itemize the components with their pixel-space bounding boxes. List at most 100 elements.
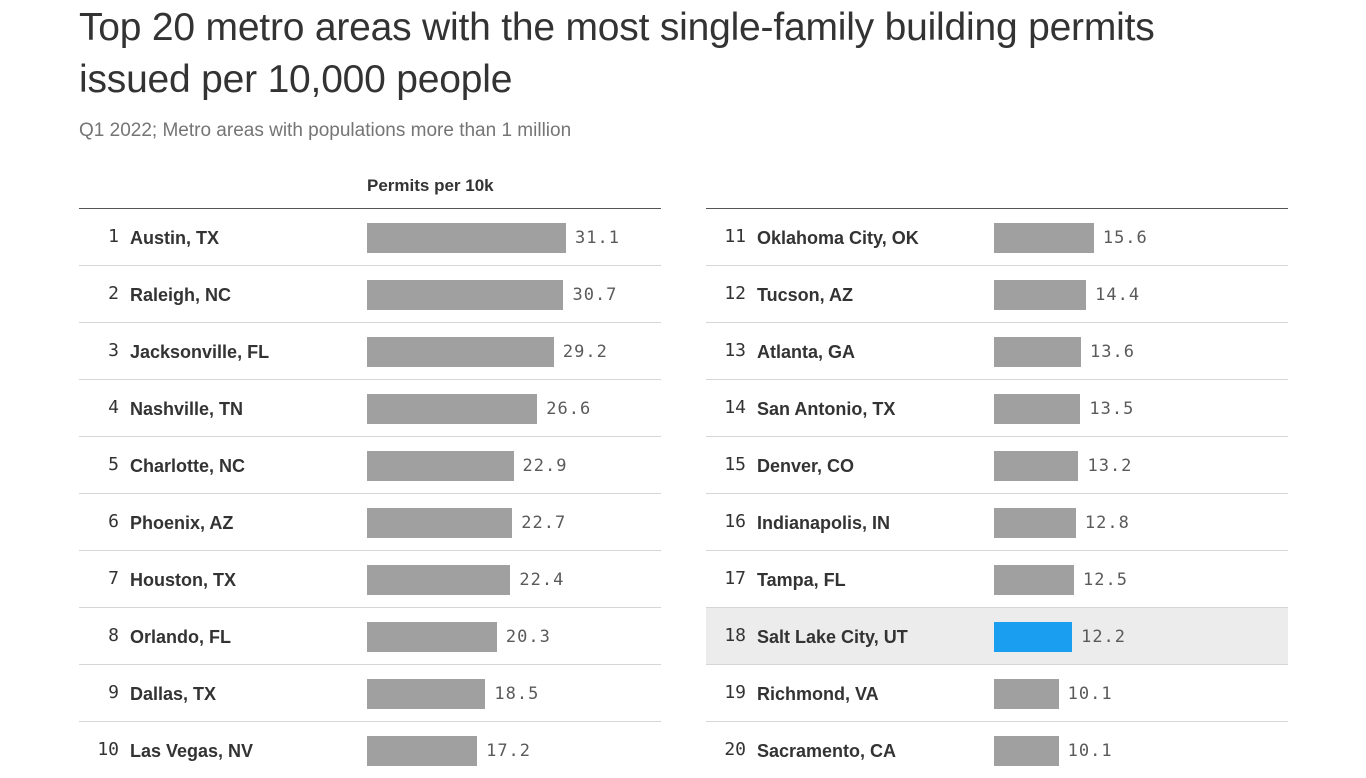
bar <box>994 508 1076 538</box>
row-rank: 6 <box>108 511 119 532</box>
row-rank: 1 <box>108 226 119 247</box>
bar <box>994 565 1074 595</box>
bar-value-label: 13.2 <box>1087 456 1133 476</box>
bar-value-label: 13.5 <box>1089 399 1135 419</box>
table-row: 19 Richmond, VA 10.1 <box>706 665 1288 722</box>
bar-value-label: 10.1 <box>1067 741 1113 761</box>
row-rank: 20 <box>724 739 746 760</box>
row-rank: 4 <box>108 397 119 418</box>
bar-value-label: 17.2 <box>486 741 532 761</box>
bar <box>994 736 1059 766</box>
bar <box>994 679 1059 709</box>
bar <box>994 223 1094 253</box>
table-row: 11 Oklahoma City, OK 15.6 <box>706 209 1288 266</box>
bar-value-label: 10.1 <box>1067 684 1113 704</box>
row-metro-name: Nashville, TN <box>130 399 244 419</box>
chart-subtitle: Q1 2022; Metro areas with populations mo… <box>79 120 572 141</box>
row-rank: 15 <box>724 454 746 475</box>
bar <box>367 223 567 253</box>
row-metro-name: San Antonio, TX <box>757 399 896 419</box>
table-row: 8 Orlando, FL 20.3 <box>79 608 661 665</box>
row-rank: 16 <box>724 511 746 532</box>
table-row: 15 Denver, CO 13.2 <box>706 437 1288 494</box>
row-rank: 7 <box>108 568 119 589</box>
row-rank: 17 <box>724 568 746 589</box>
row-rank: 19 <box>724 682 746 703</box>
row-metro-name: Raleigh, NC <box>130 285 232 305</box>
bar <box>367 394 538 424</box>
bar-value-label: 31.1 <box>575 228 620 248</box>
table-row: 20 Sacramento, CA 10.1 <box>706 722 1288 778</box>
row-rank: 12 <box>724 283 746 304</box>
row-metro-name: Charlotte, NC <box>130 456 246 476</box>
table-row: 18 Salt Lake City, UT 12.2 <box>706 608 1288 665</box>
table-panel-left: 1 Austin, TX 31.1 2 Raleigh, NC 30.7 3 Jacksonv… <box>79 208 661 778</box>
bar-value-label: 26.6 <box>546 399 592 419</box>
bar <box>367 508 513 538</box>
bar-value-label: 22.9 <box>522 456 568 476</box>
row-rank: 2 <box>108 283 119 304</box>
row-metro-name: Houston, TX <box>130 570 236 590</box>
row-metro-name: Jacksonville, FL <box>130 342 270 362</box>
chart-title: Top 20 metro areas with the most single-… <box>79 6 1155 101</box>
row-metro-name: Orlando, FL <box>130 627 231 647</box>
bar-value-label: 15.6 <box>1102 228 1148 248</box>
table-row: 12 Tucson, AZ 14.4 <box>706 266 1288 323</box>
row-metro-name: Las Vegas, NV <box>130 741 254 761</box>
table-row: 17 Tampa, FL 12.5 <box>706 551 1288 608</box>
row-metro-name: Salt Lake City, UT <box>757 627 908 647</box>
row-metro-name: Phoenix, AZ <box>130 513 234 533</box>
bar <box>367 451 514 481</box>
bar <box>367 565 511 595</box>
row-rank: 3 <box>108 340 119 361</box>
bar-value-label: 14.4 <box>1095 285 1141 305</box>
row-metro-name: Sacramento, CA <box>757 741 897 761</box>
row-rank: 8 <box>108 625 119 646</box>
bar-value-label: 22.7 <box>521 513 567 533</box>
bar <box>994 394 1081 424</box>
column-header: Permits per 10k <box>367 176 494 195</box>
bar <box>367 337 554 367</box>
bar-value-label: 20.3 <box>505 627 551 647</box>
table-row: 5 Charlotte, NC 22.9 <box>79 437 661 494</box>
bar-value-label: 12.2 <box>1081 627 1127 647</box>
bar <box>994 337 1082 367</box>
bar-value-label: 12.5 <box>1083 570 1128 590</box>
table-panel-right: 11 Oklahoma City, OK 15.6 12 Tucson, AZ 14.4 1… <box>706 208 1288 778</box>
row-rank: 10 <box>97 739 119 760</box>
row-metro-name: Dallas, TX <box>130 684 217 704</box>
bar <box>367 679 486 709</box>
table-row: 3 Jacksonville, FL 29.2 <box>79 323 661 380</box>
bar-value-label: 30.7 <box>572 285 618 305</box>
row-metro-name: Richmond, VA <box>757 684 879 704</box>
bar <box>367 280 564 310</box>
row-metro-name: Denver, CO <box>757 456 855 476</box>
row-rank: 9 <box>108 682 119 703</box>
table-row: 10 Las Vegas, NV 17.2 <box>79 722 661 778</box>
bar <box>994 451 1079 481</box>
row-rank: 13 <box>724 340 746 361</box>
table-row: 16 Indianapolis, IN 12.8 <box>706 494 1288 551</box>
row-rank: 18 <box>724 625 746 646</box>
table-row: 1 Austin, TX 31.1 <box>79 209 661 266</box>
bar <box>994 280 1087 310</box>
row-metro-name: Indianapolis, IN <box>757 513 891 533</box>
bar <box>367 622 497 652</box>
table-row: 13 Atlanta, GA 13.6 <box>706 323 1288 380</box>
bar-value-label: 18.5 <box>494 684 540 704</box>
row-metro-name: Austin, TX <box>130 228 219 248</box>
bar-value-label: 13.6 <box>1090 342 1135 362</box>
table-row: 9 Dallas, TX 18.5 <box>79 665 661 722</box>
row-metro-name: Tucson, AZ <box>757 285 853 305</box>
bar-value-label: 12.8 <box>1084 513 1130 533</box>
bar <box>994 622 1073 652</box>
row-metro-name: Atlanta, GA <box>757 342 856 362</box>
table-row: 7 Houston, TX 22.4 <box>79 551 661 608</box>
table-row: 14 San Antonio, TX 13.5 <box>706 380 1288 437</box>
row-metro-name: Tampa, FL <box>757 570 846 590</box>
row-rank: 14 <box>724 397 746 418</box>
row-rank: 5 <box>108 454 119 475</box>
table-row: 2 Raleigh, NC 30.7 <box>79 266 661 323</box>
bar <box>367 736 478 766</box>
bar-value-label: 22.4 <box>519 570 565 590</box>
